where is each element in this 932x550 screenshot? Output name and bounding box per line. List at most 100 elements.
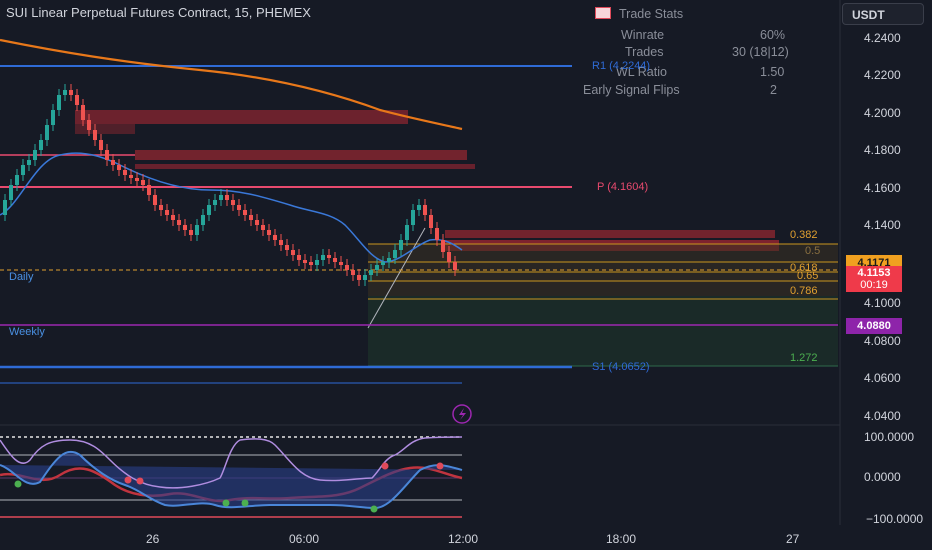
candle-body — [231, 200, 235, 205]
candle-body — [129, 175, 133, 178]
candle-body — [417, 205, 421, 210]
candle-body — [171, 215, 175, 220]
candle-body — [93, 130, 97, 140]
candle-body — [405, 225, 409, 240]
signal-dot — [136, 477, 144, 485]
candle-body — [189, 230, 193, 235]
candle-body — [117, 165, 121, 170]
trades-value: 30 (18|12) — [732, 45, 789, 59]
candle-body — [27, 160, 31, 165]
price-axis-label: 4.2400 — [864, 31, 901, 45]
signal-dot — [370, 505, 378, 513]
candle-body — [441, 240, 445, 252]
last-price-tag: 4.1153 00:19 — [846, 266, 902, 292]
candle-body — [165, 210, 169, 215]
weekly-price-tag: 4.0880 — [846, 318, 902, 334]
weekly-label: Weekly — [9, 326, 45, 338]
candle-body — [21, 165, 25, 175]
last-price-value: 4.1153 — [857, 267, 891, 279]
candle-body — [243, 210, 247, 215]
signal-dot — [124, 476, 132, 484]
fib-1272-label: 1.272 — [790, 352, 818, 364]
signal-dot — [222, 499, 230, 507]
candle-body — [255, 220, 259, 225]
candle-body — [195, 225, 199, 235]
candle-body — [9, 185, 13, 200]
candle-body — [99, 140, 103, 150]
candle-body — [453, 262, 457, 270]
candle-body — [435, 228, 439, 240]
candle-body — [111, 160, 115, 165]
price-axis-label: 4.1600 — [864, 181, 901, 195]
candle-body — [429, 215, 433, 228]
wl-ratio-value: 1.50 — [760, 65, 785, 79]
candle-body — [279, 240, 283, 245]
osc-axis-label: −100.0000 — [866, 512, 924, 526]
candle-body — [39, 140, 43, 150]
candle-body — [285, 245, 289, 250]
price-axis-label: 4.2200 — [864, 68, 901, 82]
candle-body — [201, 215, 205, 225]
candle-body — [57, 95, 61, 110]
candle-body — [147, 185, 151, 195]
time-axis-label: 18:00 — [606, 532, 637, 546]
price-axis-label: 4.1400 — [864, 218, 901, 232]
currency-selector[interactable]: USDT — [842, 3, 924, 25]
time-axis-label: 27 — [786, 532, 800, 546]
price-axis-label: 4.0400 — [864, 409, 901, 423]
winrate-label: Winrate — [621, 28, 665, 42]
candle-body — [207, 205, 211, 215]
candlesticks — [3, 84, 457, 286]
candle-body — [153, 195, 157, 205]
candle-body — [237, 205, 241, 210]
candle-body — [81, 105, 85, 120]
candle-body — [141, 180, 145, 185]
candle-body — [177, 220, 181, 225]
countdown-value: 00:19 — [860, 279, 888, 291]
fib-05-label: 0.5 — [805, 245, 821, 257]
candle-body — [375, 265, 379, 270]
oscillator-signals — [14, 462, 444, 513]
time-axis-label: 12:00 — [448, 532, 479, 546]
candle-body — [45, 125, 49, 140]
wl-ratio-label: WL Ratio — [616, 65, 667, 79]
candle-body — [411, 210, 415, 225]
candle-body — [351, 270, 355, 275]
candle-body — [51, 110, 55, 125]
candle-body — [183, 225, 187, 230]
trades-label: Trades — [625, 45, 664, 59]
fib-065-label: 0.65 — [797, 270, 819, 282]
candle-body — [219, 195, 223, 200]
candle-body — [75, 95, 79, 105]
candle-body — [381, 262, 385, 265]
fib-0618-label: 0.618 — [790, 262, 818, 274]
price-axis-label: 4.2000 — [864, 106, 901, 120]
price-axis-label: 4.0800 — [864, 334, 901, 348]
candle-body — [159, 205, 163, 210]
signal-dot — [14, 480, 22, 488]
winrate-value: 60% — [760, 28, 786, 42]
price-axis-label: 4.1800 — [864, 143, 901, 157]
candle-body — [369, 270, 373, 275]
candle-body — [261, 225, 265, 230]
price-axis-label: 4.0600 — [864, 371, 901, 385]
flag-icon — [595, 7, 611, 19]
osc-axis-label: 0.0000 — [864, 470, 901, 484]
candle-body — [69, 90, 73, 95]
osc-axis-label: 100.0000 — [864, 430, 915, 444]
trade-stats-header: Trade Stats — [595, 7, 683, 21]
candle-body — [303, 260, 307, 263]
time-axis-label: 06:00 — [289, 532, 320, 546]
candle-body — [315, 260, 319, 265]
early-signal-flips-value: 2 — [770, 83, 777, 97]
candle-body — [309, 262, 313, 265]
candle-body — [273, 235, 277, 240]
candle-body — [399, 240, 403, 250]
candle-body — [3, 200, 7, 215]
candle-body — [135, 178, 139, 181]
candle-body — [87, 120, 91, 130]
r1-label: R1 (4.2244) — [592, 60, 651, 72]
signal-dot — [436, 462, 444, 470]
time-axis-label: 26 — [146, 532, 160, 546]
